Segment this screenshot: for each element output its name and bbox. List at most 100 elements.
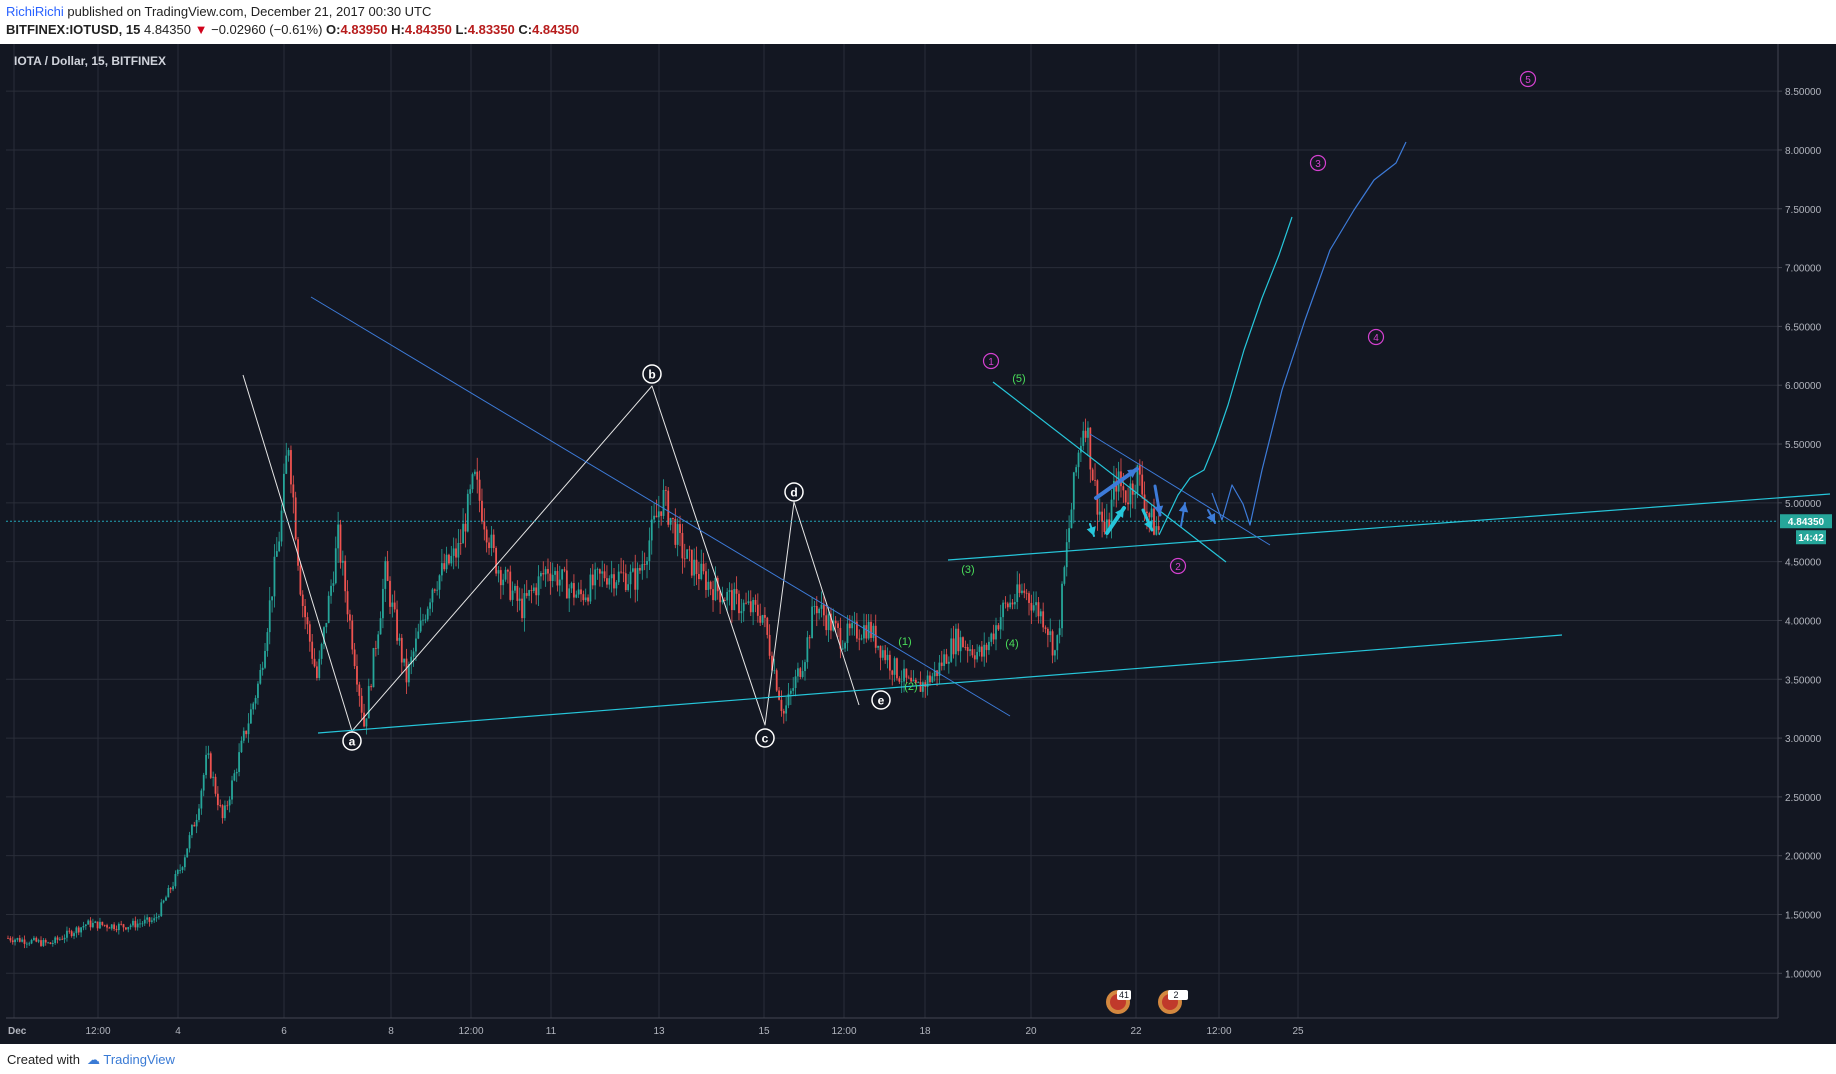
candle-body [672, 517, 674, 520]
candle-body [1018, 584, 1021, 593]
candle-body [530, 590, 533, 591]
candle-body [337, 524, 340, 549]
candle-body [865, 625, 868, 639]
x-tick-label: 11 [546, 1026, 557, 1037]
time-badge-text: 14:42 [1798, 533, 1824, 544]
candle-body [84, 924, 87, 927]
candle-body [351, 620, 354, 650]
candle-body [818, 608, 821, 614]
candle-body [209, 753, 212, 778]
candle-body [797, 668, 799, 677]
candle-body [301, 594, 304, 607]
wave-label-a: a [349, 735, 356, 749]
event-count-2: 2 [1173, 990, 1178, 1000]
candle-body [1124, 490, 1127, 503]
candle-body [271, 596, 273, 601]
candle-body [1134, 492, 1137, 495]
candle-body [172, 886, 174, 890]
candle-body [813, 605, 816, 607]
candle-body [393, 602, 396, 610]
candle-body [801, 671, 804, 677]
price-axis[interactable]: 1.00000 1.50000 2.00000 2.50000 3.00000 3.500… [1777, 44, 1822, 1018]
candle-body [978, 646, 981, 652]
x-tick-label: 12:00 [85, 1026, 110, 1037]
down-arrow-head [1144, 520, 1153, 530]
candle-body [1094, 479, 1096, 481]
candle-body [1011, 602, 1014, 605]
candle-body [551, 574, 554, 581]
candle-body [1009, 602, 1012, 608]
time-axis[interactable]: Dec 12:00 4 6 8 12:00 11 13 15 12:00 18 20 22 12:00 25 [6, 1017, 1778, 1037]
candle-body [759, 615, 762, 623]
candle-body [841, 648, 844, 650]
candle-body [863, 625, 865, 639]
candle-body [667, 490, 670, 525]
candle-body [764, 615, 766, 618]
y-tick-label: 1.00000 [1785, 969, 1822, 980]
wave-label-circle [642, 364, 662, 384]
open-label: O: [326, 22, 341, 37]
y-tick-label: 8.00000 [1785, 146, 1822, 157]
y-tick-label: 2.00000 [1785, 852, 1822, 863]
candle-body [70, 931, 73, 937]
candle-body [655, 515, 658, 518]
candle-body [931, 676, 934, 683]
y-tick-label: 2.50000 [1785, 793, 1822, 804]
candle-body [68, 930, 71, 932]
candle-body [346, 591, 349, 615]
candle-body [709, 581, 712, 590]
candle-body [867, 621, 870, 639]
candle-body [280, 510, 283, 542]
candle-body [1013, 601, 1016, 605]
candle-body [391, 602, 394, 607]
candle-body [549, 573, 552, 581]
price-chart[interactable]: 1.00000 1.50000 2.00000 2.50000 3.00000 3.500… [0, 44, 1836, 1044]
candle-body [207, 753, 210, 755]
x-tick-label: 12:00 [458, 1026, 483, 1037]
event-badge-2[interactable]: 2 [1158, 990, 1188, 1014]
candle-body [995, 625, 997, 640]
event-badge-1[interactable]: 41 [1106, 990, 1131, 1014]
event-count-1: 41 [1119, 990, 1129, 1000]
candle-body [686, 549, 689, 559]
candle-body [73, 933, 75, 937]
candle-body [1089, 427, 1092, 470]
candle-body [537, 576, 540, 596]
candle-body [254, 697, 257, 704]
candle-body [617, 571, 620, 583]
candle-body [344, 560, 347, 592]
candle-body [181, 867, 184, 871]
candle-body [264, 650, 266, 668]
candle-body [488, 542, 490, 549]
candle-body [1006, 603, 1009, 608]
candle-body [9, 938, 12, 941]
candle-body [106, 925, 108, 928]
candle-body [792, 688, 795, 691]
candle-body [603, 571, 606, 579]
author-link[interactable]: RichiRichi [6, 4, 64, 19]
projected-wave-circle [1519, 70, 1537, 88]
candle-body [252, 703, 255, 710]
candle-body [858, 638, 861, 640]
projected-wave-circle [1367, 328, 1385, 346]
candle-body [374, 648, 377, 649]
candle-body [58, 938, 61, 940]
candle-body [870, 621, 872, 638]
cloud-icon: ☁ [87, 1052, 100, 1067]
candle-body [1049, 631, 1052, 636]
subwave-label: (5) [1012, 373, 1025, 385]
candle-body [681, 532, 684, 559]
candle-body [999, 617, 1002, 630]
candle-body [1065, 542, 1068, 568]
candle-body [631, 568, 634, 572]
candle-body [900, 681, 903, 683]
candle-body [311, 641, 314, 659]
candle-body [620, 571, 622, 573]
candle-body [653, 515, 655, 520]
y-tick-label: 3.00000 [1785, 734, 1822, 745]
candle-body [966, 647, 969, 652]
x-tick-label: 12:00 [1206, 1026, 1231, 1037]
tradingview-logo[interactable]: ☁ TradingView [87, 1052, 175, 1068]
candle-body [1101, 511, 1104, 522]
candle-body [275, 551, 278, 557]
